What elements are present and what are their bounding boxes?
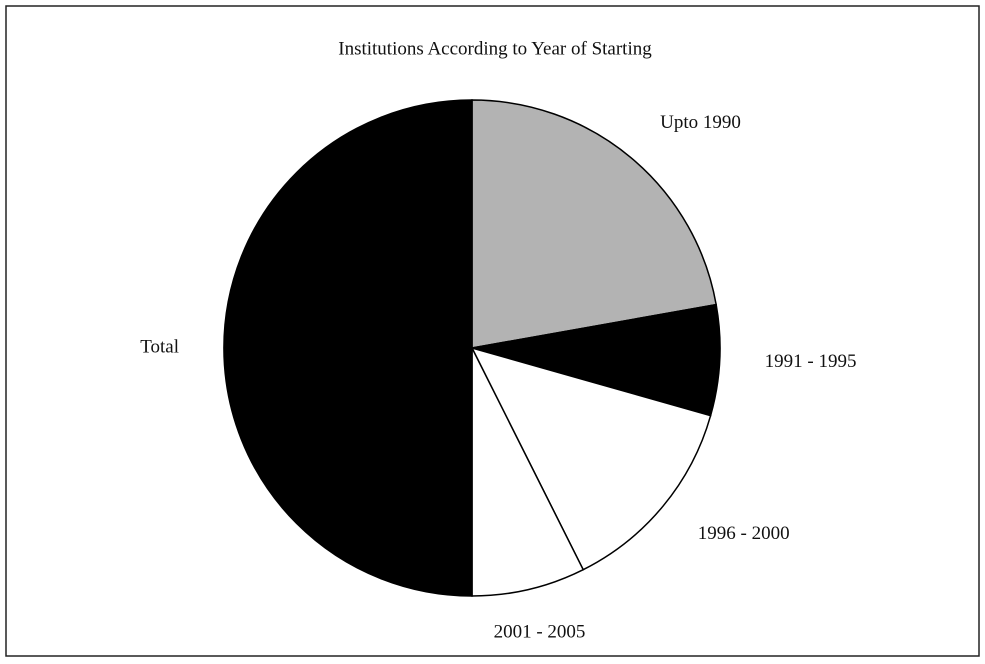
pie-slice [471, 99, 718, 349]
slice-label: 2001 - 2005 [494, 621, 586, 642]
slice-label: 1996 - 2000 [698, 523, 790, 544]
slice-label: Upto 1990 [660, 112, 741, 133]
pie-slice [470, 346, 712, 571]
slice-label: 1991 - 1995 [765, 351, 857, 372]
chart-title: Institutions According to Year of Starti… [338, 38, 652, 59]
slice-label: Total [140, 336, 179, 357]
pie-slice [471, 347, 585, 597]
pie-slice [223, 99, 473, 597]
pie-slice [471, 303, 721, 417]
